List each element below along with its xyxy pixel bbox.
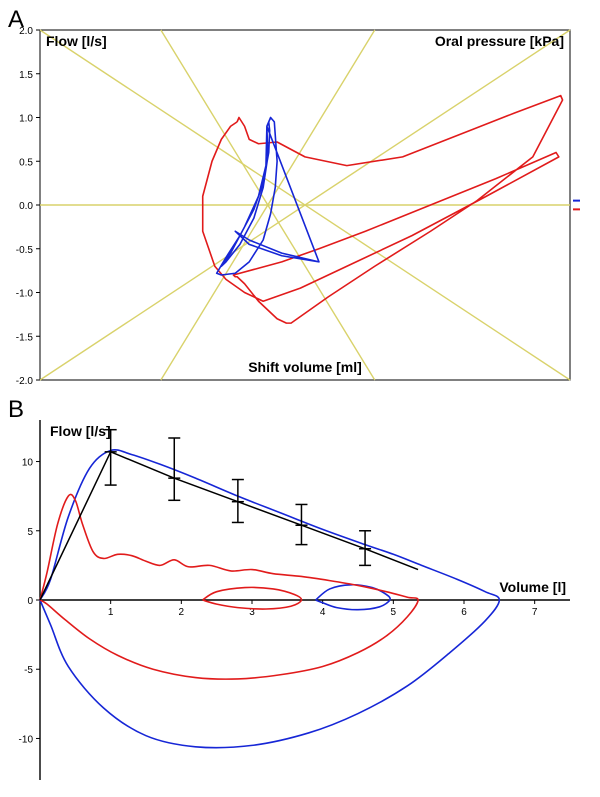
ytick-label: -1.5 xyxy=(16,332,34,343)
ytick-label: -2.0 xyxy=(16,376,34,387)
ytick-label: -1.0 xyxy=(16,289,34,300)
series-blue xyxy=(40,450,499,748)
xtick-label: 5 xyxy=(391,607,397,618)
ytick-label: 0.5 xyxy=(19,157,33,168)
series-red-small xyxy=(203,587,302,609)
ytick-label: 1.0 xyxy=(19,114,33,125)
xtick-label: 2 xyxy=(179,607,185,618)
chart-a: -2.0 -1.5 -1.0 -0.5 0.0 0.5 1.0 1.5 2.0 Flow [l/s… xyxy=(0,0,600,395)
ytick-label: 10 xyxy=(22,458,34,469)
series-reference xyxy=(40,452,418,600)
ytick-label: -5 xyxy=(24,665,33,676)
ytick-label: -0.5 xyxy=(16,245,34,256)
ytick-label: 5 xyxy=(27,527,33,538)
axis-title-left: Flow [l/s] xyxy=(50,423,111,439)
xtick-label: 1 xyxy=(108,607,114,618)
axis-title-x: Volume [l] xyxy=(499,579,566,595)
ytick-label: 2.0 xyxy=(19,26,33,37)
page: A B -2.0-1.5-1.0-0.50.00.51.01.52.0Flow … xyxy=(0,0,600,797)
ytick-label: 0.0 xyxy=(19,201,33,212)
series-blue xyxy=(217,118,319,276)
ytick-label: 1.5 xyxy=(19,70,33,81)
axis-title-bottom: Shift volume [ml] xyxy=(248,359,362,375)
axis-title-left: Flow [l/s] xyxy=(46,33,107,49)
axis-title-right: Oral pressure [kPa] xyxy=(435,33,564,49)
xtick-label: 7 xyxy=(532,607,538,618)
series-red xyxy=(40,494,418,679)
chart-b: -10-505101234567Flow [l/s]Volume [l] xyxy=(0,395,600,797)
xtick-label: 6 xyxy=(461,607,467,618)
ytick-label: -10 xyxy=(19,734,34,745)
xtick-label: 4 xyxy=(320,607,326,618)
series-blue-small xyxy=(316,585,391,610)
ytick-label: 0 xyxy=(27,596,33,607)
